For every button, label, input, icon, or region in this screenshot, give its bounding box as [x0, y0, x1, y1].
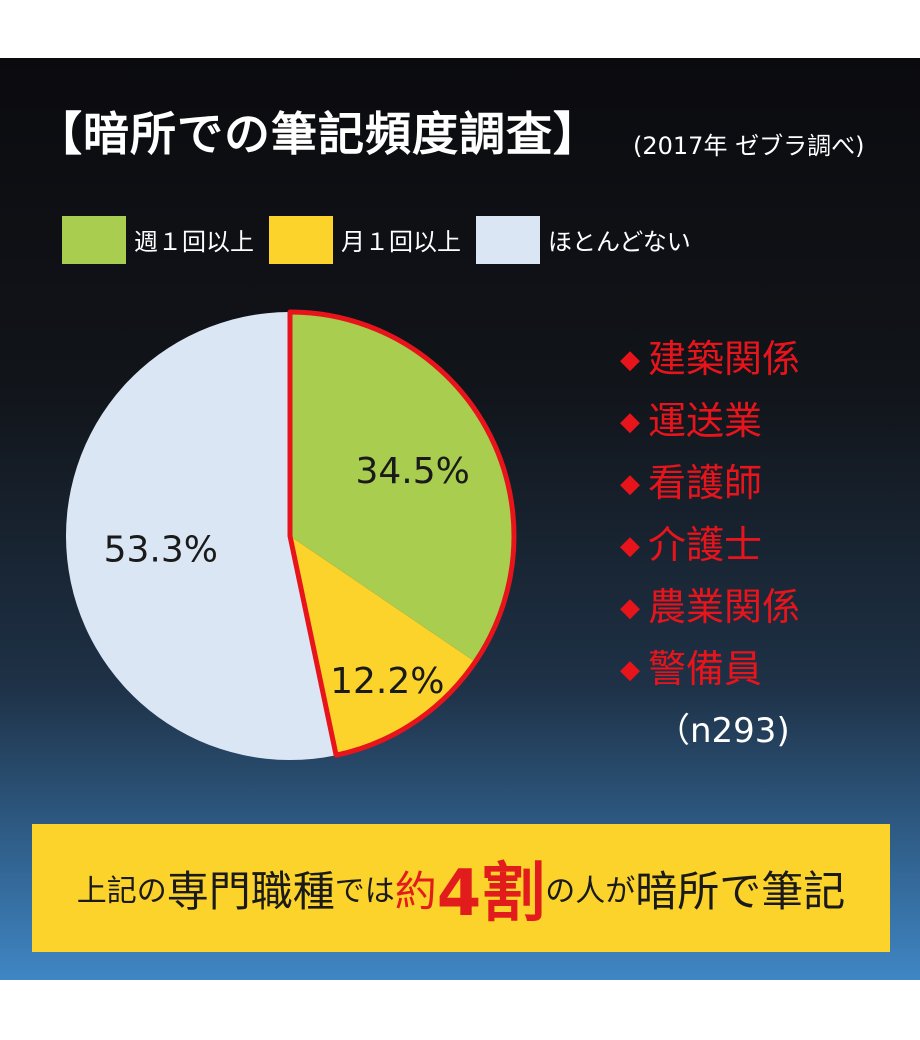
banner-text-1: 上記の [76, 874, 167, 909]
diamond-bullet-icon: ◆ [620, 407, 640, 437]
diamond-bullet-icon: ◆ [620, 593, 640, 623]
banner-text-6: の人が [545, 874, 636, 909]
banner-text-2: 専門職種 [166, 866, 335, 916]
job-item-security: ◆ 警備員 [620, 647, 763, 691]
slice-value-label: 34.5% [356, 451, 470, 492]
pie-slice [290, 312, 515, 662]
job-item-construction: ◆ 建築関係 [620, 337, 801, 381]
legend-label-weekly: 週１回以上 [134, 228, 254, 256]
banner-highlight: 4割 [436, 857, 546, 931]
banner-text-7: 暗所で筆記 [635, 866, 846, 916]
summary-banner: 上記の 専門職種 では 約 4割 の人が 暗所で筆記 [32, 824, 890, 952]
highlight-outline [287, 309, 517, 758]
pie-slice [290, 536, 476, 756]
banner-text-4: 約 [394, 866, 437, 916]
chart-title: 【暗所での筆記頻度調査】 [36, 107, 600, 161]
legend-label-monthly: 月１回以上 [341, 228, 461, 256]
pie-slice [65, 312, 337, 761]
slice-value-label: 12.2% [330, 661, 444, 702]
diamond-bullet-icon: ◆ [620, 655, 640, 685]
source-note: (2017年 ゼブラ調べ) [633, 132, 865, 160]
diamond-bullet-icon: ◆ [620, 469, 640, 499]
legend-label-rarely: ほとんどない [548, 228, 691, 256]
job-list: ◆ 建築関係 ◆ 運送業 ◆ 看護師 ◆ 介護士 ◆ 農業関係 ◆ 警備員 [620, 328, 800, 700]
chart-panel: 【暗所での筆記頻度調査】 (2017年 ゼブラ調べ) 週１回以上 月１回以上 ほ… [0, 58, 920, 980]
job-item-nurse: ◆ 看護師 [620, 461, 763, 505]
slice-value-label: 53.3% [104, 529, 218, 570]
job-item-agriculture: ◆ 農業関係 [620, 585, 801, 629]
pie-chart: 34.5% 12.2% 53.3% [65, 309, 517, 761]
sample-size: （n293) [656, 711, 790, 751]
diamond-bullet-icon: ◆ [620, 531, 640, 561]
job-item-transport: ◆ 運送業 [620, 399, 763, 443]
legend-swatch-monthly [269, 216, 333, 264]
banner-text-3: では [334, 874, 395, 909]
job-item-caregiver: ◆ 介護士 [620, 523, 763, 567]
diamond-bullet-icon: ◆ [620, 345, 640, 375]
legend-swatch-rarely [476, 216, 540, 264]
legend-swatch-weekly [62, 216, 126, 264]
